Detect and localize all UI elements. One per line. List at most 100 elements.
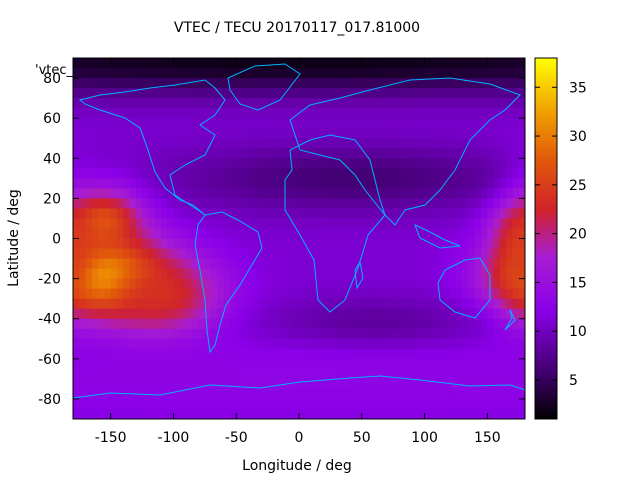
heatmap-cell [110, 108, 118, 119]
heatmap-cell [443, 398, 451, 410]
heatmap-cell [223, 328, 231, 340]
heatmap-cell [386, 378, 394, 390]
heatmap-cell [305, 88, 313, 99]
heatmap-cell [437, 98, 444, 109]
heatmap-cell [261, 318, 269, 330]
heatmap-cell [204, 288, 212, 300]
heatmap-cell [361, 258, 369, 270]
heatmap-cell [198, 78, 206, 89]
heatmap-cell [211, 338, 218, 350]
heatmap-cell [336, 388, 344, 400]
heatmap-cell [405, 118, 413, 129]
heatmap-cell [342, 248, 350, 260]
heatmap-cell [424, 348, 432, 360]
heatmap-cell [336, 378, 344, 390]
heatmap-cell [160, 178, 168, 189]
heatmap-cell [468, 78, 476, 89]
heatmap-cell [186, 218, 193, 230]
heatmap-cell [292, 148, 300, 159]
heatmap-cell [399, 408, 407, 419]
heatmap-cell [73, 158, 80, 169]
heatmap-cell [229, 278, 237, 290]
heatmap-cell [242, 268, 250, 280]
heatmap-cell [374, 308, 382, 320]
heatmap-cell [349, 358, 357, 370]
heatmap-cell [167, 178, 175, 189]
heatmap-cell [79, 78, 87, 89]
heatmap-cell [217, 258, 225, 270]
heatmap-cell [443, 178, 451, 189]
heatmap-cell [399, 128, 407, 139]
heatmap-cell [311, 168, 319, 179]
heatmap-cell [330, 118, 338, 129]
heatmap-cell [355, 198, 363, 210]
heatmap-cell [229, 78, 237, 89]
heatmap-cell [305, 398, 313, 410]
heatmap-cell [317, 258, 325, 270]
heatmap-cell [449, 178, 457, 189]
heatmap-cell [236, 218, 244, 230]
heatmap-cell [481, 308, 488, 320]
heatmap-cell [129, 378, 137, 390]
heatmap-cell [324, 408, 331, 419]
heatmap-cell [236, 128, 244, 139]
heatmap-cell [418, 318, 426, 330]
heatmap-cell [267, 338, 275, 350]
heatmap-cell [468, 348, 476, 360]
heatmap-cell [405, 318, 413, 330]
heatmap-cell [261, 208, 269, 220]
heatmap-cell [368, 218, 375, 230]
heatmap-cell [299, 328, 306, 340]
heatmap-cell [380, 288, 388, 300]
heatmap-cell [399, 168, 407, 179]
heatmap-cell [255, 98, 262, 109]
heatmap-cell [217, 178, 225, 189]
heatmap-cell [280, 58, 288, 69]
heatmap-cell [192, 238, 200, 250]
heatmap-cell [474, 148, 482, 159]
heatmap-cell [236, 208, 244, 220]
heatmap-cell [349, 138, 357, 149]
heatmap-cell [186, 88, 193, 99]
heatmap-cell [167, 258, 175, 270]
heatmap-cell [91, 288, 99, 300]
heatmap-cell [349, 308, 357, 320]
heatmap-cell [299, 318, 306, 330]
heatmap-cell [85, 178, 93, 189]
heatmap-cell [229, 108, 237, 119]
heatmap-cell [123, 168, 131, 179]
heatmap-cell [424, 58, 432, 69]
heatmap-cell [361, 108, 369, 119]
heatmap-cell [286, 248, 294, 260]
heatmap-cell [198, 318, 206, 330]
heatmap-cell [393, 108, 401, 119]
heatmap-cell [248, 68, 256, 79]
heatmap-cell [305, 68, 313, 79]
heatmap-cell [211, 168, 218, 179]
heatmap-cell [355, 178, 363, 189]
heatmap-cell [198, 288, 206, 300]
heatmap-cell [217, 268, 225, 280]
heatmap-cell [487, 68, 495, 79]
heatmap-cell [405, 58, 413, 69]
heatmap-cell [380, 168, 388, 179]
heatmap-cell [374, 248, 382, 260]
heatmap-cell [248, 208, 256, 220]
heatmap-cell [299, 298, 306, 310]
heatmap-cell [317, 248, 325, 260]
heatmap-cell [380, 148, 388, 159]
heatmap-cell [242, 308, 250, 320]
heatmap-cell [493, 328, 501, 340]
heatmap-cell [135, 408, 143, 419]
heatmap-cell [487, 328, 495, 340]
heatmap-cell [299, 228, 306, 240]
heatmap-cell [223, 378, 231, 390]
heatmap-cell [317, 298, 325, 310]
heatmap-cell [104, 248, 112, 260]
heatmap-cell [173, 308, 181, 320]
heatmap-cell [412, 338, 419, 350]
heatmap-cell [229, 148, 237, 159]
heatmap-cell [518, 138, 525, 149]
heatmap-cell [342, 318, 350, 330]
heatmap-cell [437, 318, 444, 330]
